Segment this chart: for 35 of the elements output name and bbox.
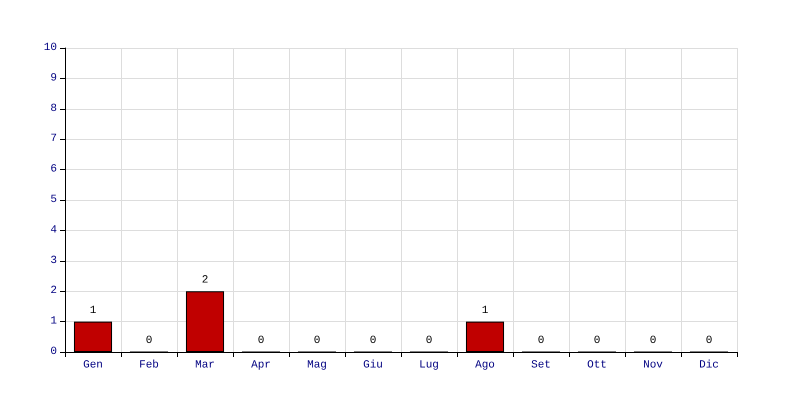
y-tick-label: 0 bbox=[50, 346, 57, 358]
y-tick-label: 2 bbox=[50, 285, 57, 298]
data-label: 0 bbox=[314, 335, 320, 347]
y-tick-label: 4 bbox=[50, 224, 58, 236]
data-label: 2 bbox=[202, 274, 208, 287]
data-label: 0 bbox=[594, 335, 600, 347]
x-tick-label: Lug bbox=[419, 360, 439, 372]
x-tick-label: Apr bbox=[251, 360, 271, 372]
data-label: 0 bbox=[146, 335, 152, 347]
y-tick-label: 3 bbox=[50, 254, 57, 267]
x-tick-label: Set bbox=[531, 360, 551, 372]
x-tick-label: Feb bbox=[139, 360, 159, 372]
y-tick-label: 5 bbox=[50, 194, 57, 206]
y-tick-label: 7 bbox=[50, 133, 57, 146]
data-label: 0 bbox=[650, 335, 656, 347]
data-label: 0 bbox=[370, 335, 376, 347]
data-label: 0 bbox=[258, 335, 264, 347]
x-tick-label: Giu bbox=[363, 360, 383, 372]
x-tick-label: Nov bbox=[643, 360, 664, 372]
x-tick-label: Dic bbox=[699, 360, 719, 372]
y-tick-label: 6 bbox=[50, 164, 57, 176]
x-tick-label: Mar bbox=[195, 360, 215, 372]
data-label: 0 bbox=[426, 335, 432, 347]
y-tick-label: 8 bbox=[50, 102, 57, 115]
y-tick-label: 1 bbox=[50, 316, 58, 328]
data-label: 0 bbox=[706, 335, 712, 347]
y-tick-label: 10 bbox=[44, 42, 57, 54]
y-tick-label: 9 bbox=[50, 72, 57, 84]
x-tick-label: Ago bbox=[475, 360, 495, 372]
x-tick-label: Gen bbox=[83, 360, 103, 372]
data-label: 0 bbox=[538, 335, 544, 347]
x-tick-label: Mag bbox=[307, 360, 327, 372]
data-label: 1 bbox=[482, 305, 489, 318]
data-label: 1 bbox=[90, 305, 97, 318]
x-tick-label: Ott bbox=[587, 360, 607, 372]
